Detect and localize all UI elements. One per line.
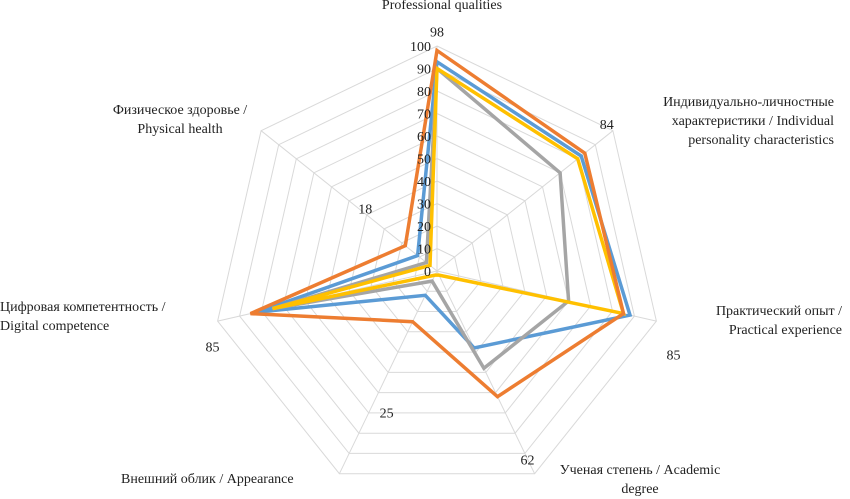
grid-ring-90: [239, 67, 635, 454]
data-label: 84: [600, 118, 614, 133]
tick-label: 80: [417, 85, 431, 100]
grid-ring-60: [304, 135, 570, 394]
tick-label: 20: [417, 220, 431, 235]
spoke-6: [260, 130, 438, 272]
data-labels: 98 84 85 62 25 85 18: [206, 26, 681, 469]
series-line-2: [271, 64, 571, 371]
axis-label-physical-health: Физическое здоровье / Physical health: [112, 103, 248, 137]
tick-label: 50: [417, 153, 431, 168]
radar-grid: [217, 45, 657, 475]
axis-label-practical-experience: Практический опыт / Practical experience: [715, 304, 842, 338]
grid-ring-70: [282, 112, 592, 414]
axis-label-appearance: Внешний облик / Appearance: [121, 472, 294, 487]
data-label: 25: [380, 407, 394, 422]
tick-labels: 0 10 20 30 40 50 60 70 80 90 100: [410, 40, 431, 280]
data-label: 85: [206, 341, 220, 356]
spoke-1: [436, 130, 614, 272]
series-line-3: [272, 65, 627, 316]
tick-label: 100: [410, 40, 431, 55]
axis-label-individual-characteristics: Индивидуально-личностные характеристики …: [663, 95, 834, 148]
data-label: 62: [521, 454, 535, 469]
tick-label: 10: [417, 243, 431, 258]
axis-label-digital-competence: Цифровая компетентность / Digital compet…: [0, 300, 166, 334]
tick-label: 40: [417, 175, 431, 190]
data-label: 85: [667, 349, 681, 364]
tick-label: 30: [417, 198, 431, 213]
grid-ring-50: [326, 157, 548, 373]
axis-label-academic-degree: Ученая степень / Academic degree: [559, 463, 721, 497]
tick-label: 90: [417, 63, 431, 78]
tick-label: 60: [417, 130, 431, 145]
spoke-4: [338, 270, 438, 474]
grid-ring-40: [348, 180, 526, 353]
axis-label-professional-qualities: Professional qualities: [381, 0, 503, 13]
series-line-4: [249, 47, 626, 399]
series-layer: [249, 47, 633, 399]
grid-ring-30: [370, 202, 504, 333]
tick-label: 70: [417, 108, 431, 123]
data-label: 98: [430, 26, 444, 41]
tick-label: 0: [424, 265, 431, 280]
series-line-1: [256, 58, 633, 350]
spoke-3: [436, 270, 536, 474]
data-label: 18: [358, 203, 372, 218]
grid-ring-100: [217, 45, 657, 475]
